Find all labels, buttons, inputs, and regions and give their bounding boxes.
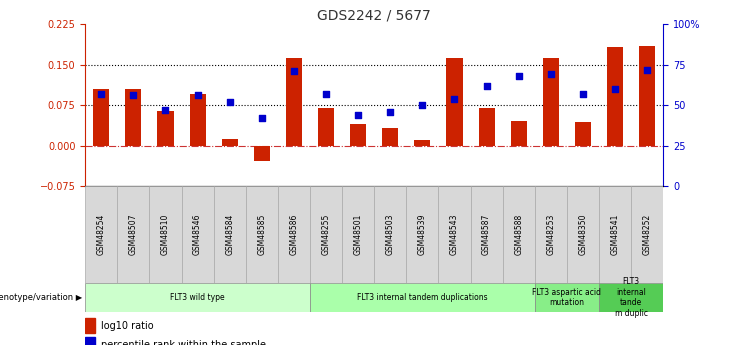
Bar — [253, 146, 270, 161]
Text: GSM48255: GSM48255 — [322, 214, 330, 255]
Bar — [213, 186, 246, 283]
Bar — [85, 186, 117, 283]
Bar — [318, 108, 334, 146]
Bar — [117, 186, 150, 283]
Bar — [599, 283, 663, 312]
Bar — [93, 89, 110, 146]
Text: FLT3 internal tandem duplications: FLT3 internal tandem duplications — [357, 293, 488, 302]
Bar — [286, 58, 302, 146]
Bar — [414, 140, 431, 146]
Text: GSM48588: GSM48588 — [514, 214, 523, 255]
Bar — [406, 186, 439, 283]
Point — [416, 102, 428, 108]
Bar — [502, 186, 535, 283]
Bar — [439, 186, 471, 283]
Bar — [575, 122, 591, 146]
Point — [320, 91, 332, 97]
Bar — [310, 186, 342, 283]
Bar — [535, 186, 567, 283]
Bar — [607, 47, 623, 146]
Point — [159, 107, 171, 113]
Text: FLT3 wild type: FLT3 wild type — [170, 293, 225, 302]
Text: GSM48543: GSM48543 — [450, 214, 459, 255]
Text: GSM48501: GSM48501 — [353, 214, 362, 255]
Text: GSM48586: GSM48586 — [290, 214, 299, 255]
Bar — [342, 186, 374, 283]
Text: GSM48541: GSM48541 — [611, 214, 619, 255]
Bar — [246, 186, 278, 283]
Bar — [190, 95, 205, 146]
Title: GDS2242 / 5677: GDS2242 / 5677 — [317, 9, 431, 23]
Point — [224, 99, 236, 105]
Bar — [150, 186, 182, 283]
Text: GSM48546: GSM48546 — [193, 214, 202, 255]
Bar — [479, 108, 495, 146]
Point — [96, 91, 107, 97]
Point — [256, 116, 268, 121]
Text: GSM48252: GSM48252 — [642, 214, 651, 255]
Bar — [374, 186, 406, 283]
Text: FLT3 aspartic acid
mutation: FLT3 aspartic acid mutation — [532, 288, 602, 307]
Text: GSM48350: GSM48350 — [579, 214, 588, 255]
Bar — [471, 186, 502, 283]
Point — [513, 73, 525, 79]
Bar — [182, 186, 213, 283]
Text: FLT3
internal
tande
m duplic: FLT3 internal tande m duplic — [614, 277, 648, 318]
Bar — [631, 186, 663, 283]
Bar — [567, 186, 599, 283]
Text: GSM48510: GSM48510 — [161, 214, 170, 255]
Text: percentile rank within the sample: percentile rank within the sample — [101, 339, 266, 345]
Bar — [350, 124, 366, 146]
Text: GSM48587: GSM48587 — [482, 214, 491, 255]
Point — [641, 67, 653, 72]
Bar — [85, 318, 95, 333]
Bar — [446, 58, 462, 146]
Point — [448, 96, 460, 101]
Text: genotype/variation ▶: genotype/variation ▶ — [0, 293, 82, 302]
Bar — [125, 89, 142, 146]
Point — [385, 109, 396, 115]
Text: GSM48585: GSM48585 — [257, 214, 266, 255]
Point — [288, 68, 300, 74]
Point — [577, 91, 589, 97]
Point — [545, 72, 556, 77]
Point — [192, 93, 204, 98]
Bar — [639, 46, 655, 146]
Bar — [310, 283, 535, 312]
Point — [609, 86, 621, 92]
Bar — [222, 139, 238, 146]
Bar — [511, 121, 527, 146]
Text: GSM48507: GSM48507 — [129, 214, 138, 255]
Text: GSM48253: GSM48253 — [546, 214, 555, 255]
Text: GSM48254: GSM48254 — [97, 214, 106, 255]
Point — [127, 93, 139, 98]
Bar — [382, 128, 399, 146]
Bar — [599, 186, 631, 283]
Bar — [157, 111, 173, 146]
Bar — [278, 186, 310, 283]
Text: log10 ratio: log10 ratio — [101, 321, 153, 331]
Bar — [542, 58, 559, 146]
Point — [352, 112, 364, 118]
Text: GSM48503: GSM48503 — [386, 214, 395, 255]
Bar — [85, 283, 310, 312]
Bar — [85, 337, 95, 345]
Text: GSM48539: GSM48539 — [418, 214, 427, 255]
Point — [481, 83, 493, 89]
Text: GSM48584: GSM48584 — [225, 214, 234, 255]
Bar — [535, 283, 599, 312]
